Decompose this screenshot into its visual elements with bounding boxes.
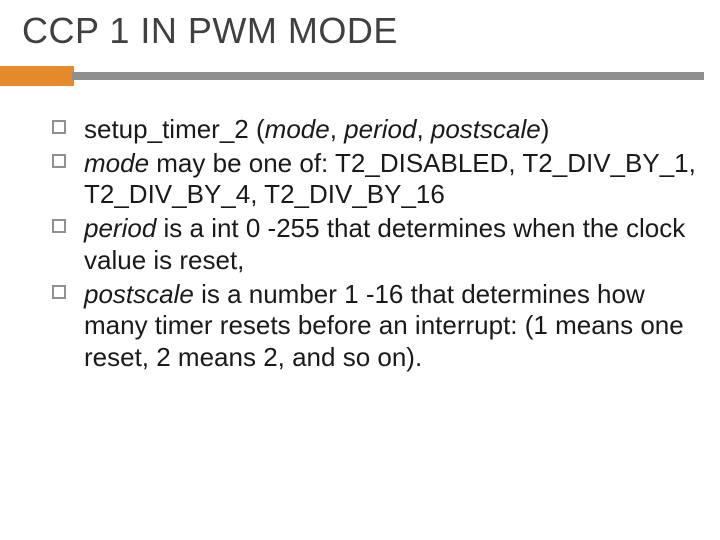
list-item: postscale is a number 1 -16 that determi… [52,279,698,374]
text-run: period [84,213,156,243]
text-run: postscale [431,114,541,144]
text-run: is a int 0 -255 that determines when the… [84,213,685,275]
bullet-list: setup_timer_2 (mode, period, postscale)m… [22,114,698,374]
text-run: mode [265,114,330,144]
bullet-icon [52,120,66,134]
text-run: ) [541,114,550,144]
bullet-icon [52,219,66,233]
text-run: postscale [84,279,194,309]
text-run: period [344,114,416,144]
text-run: may be one of: T2_DISABLED, T2_DIV_BY_1,… [84,148,696,210]
accent-block [0,66,74,86]
list-item: period is a int 0 -255 that determines w… [52,213,698,276]
title-underline [22,66,698,86]
slide-title: CCP 1 IN PWM MODE [22,10,698,52]
text-run: setup_timer_2 ( [84,114,265,144]
text-run: , [416,114,430,144]
text-run: mode [84,148,149,178]
text-run: , [330,114,344,144]
list-item: setup_timer_2 (mode, period, postscale) [52,114,698,146]
gray-rule [72,72,704,80]
bullet-icon [52,285,66,299]
list-item: mode may be one of: T2_DISABLED, T2_DIV_… [52,148,698,211]
bullet-icon [52,154,66,168]
slide: CCP 1 IN PWM MODE setup_timer_2 (mode, p… [0,0,720,540]
